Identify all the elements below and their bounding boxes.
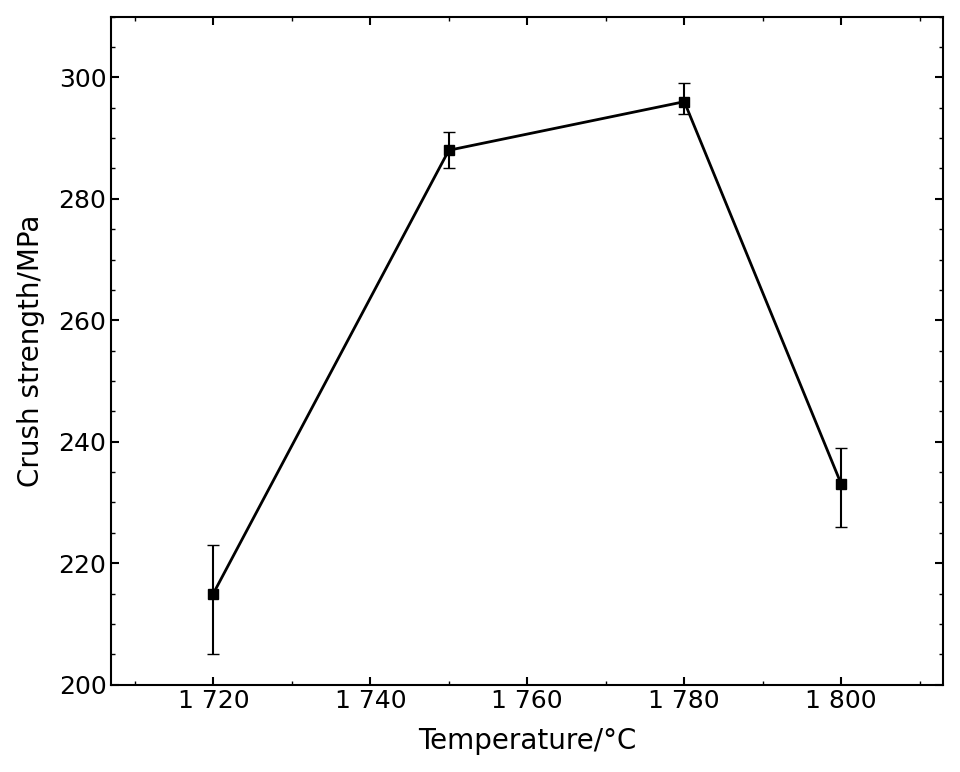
X-axis label: Temperature/°C: Temperature/°C [419, 727, 636, 755]
Y-axis label: Crush strength/MPa: Crush strength/MPa [16, 215, 45, 487]
